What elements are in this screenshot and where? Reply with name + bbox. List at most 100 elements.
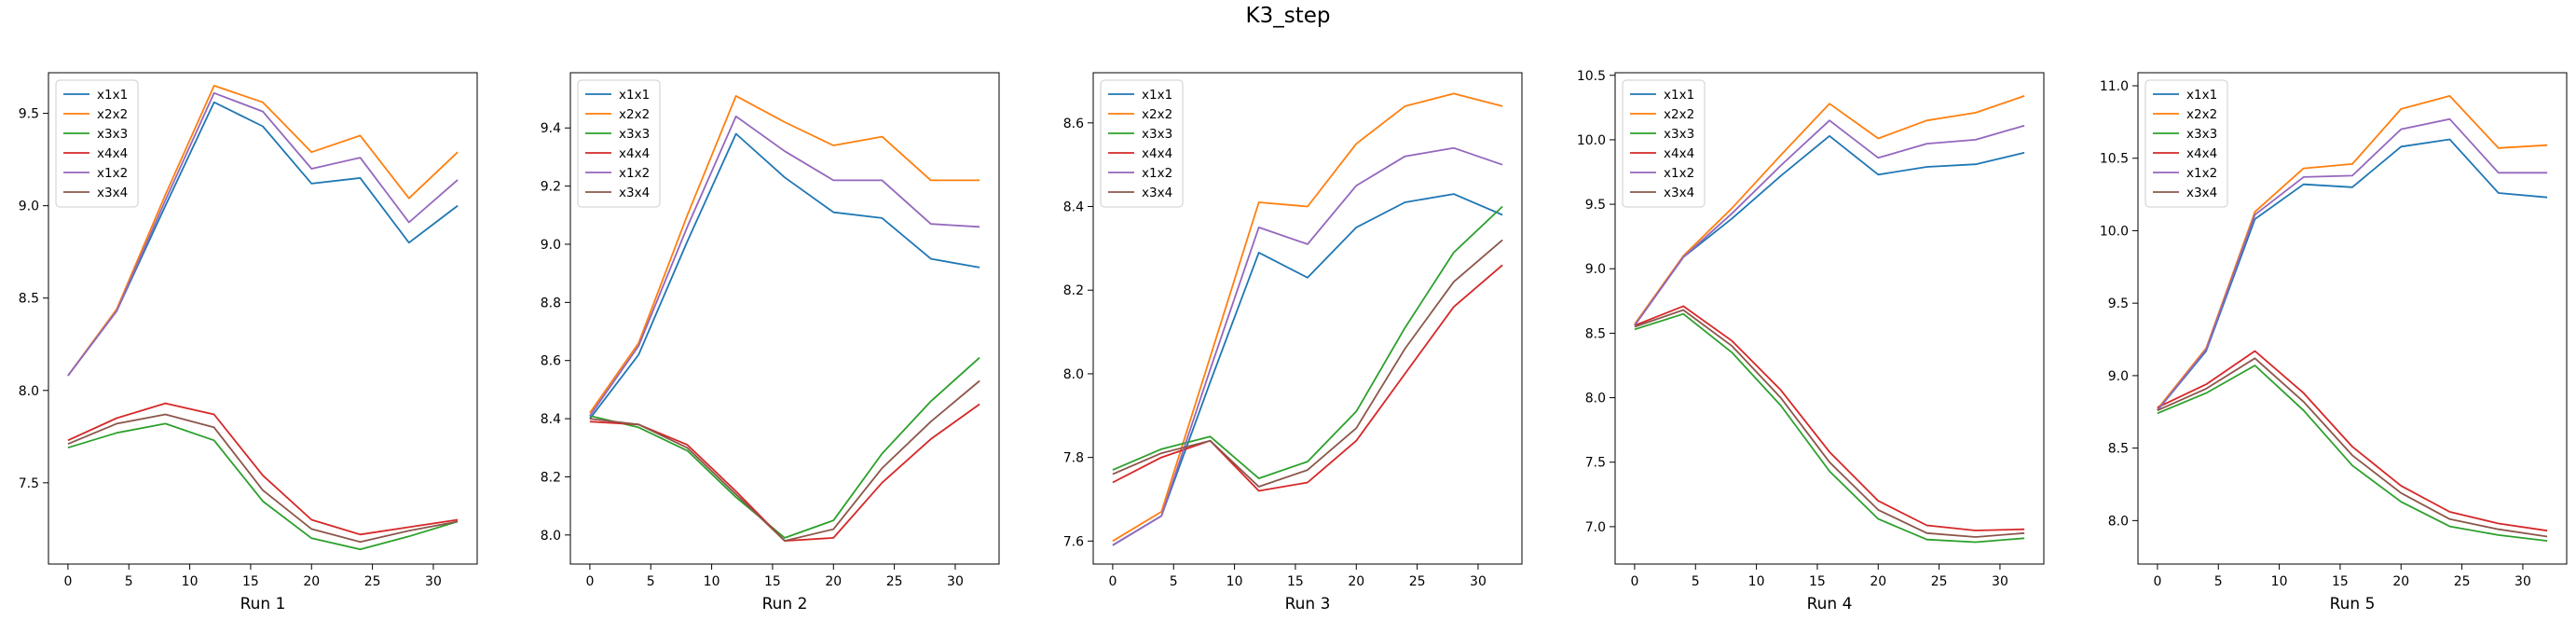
legend-label-x3x3: x3x3 bbox=[619, 127, 650, 142]
figure-title: K3_step bbox=[1245, 4, 1331, 28]
series-line-x4x4 bbox=[2157, 350, 2548, 532]
x-tick-label: 10 bbox=[2271, 574, 2288, 589]
x-tick-label: 0 bbox=[2153, 574, 2161, 589]
x-tick-label: 5 bbox=[2214, 574, 2223, 589]
y-tick-label: 8.0 bbox=[1585, 392, 1606, 406]
legend-label-x2x2: x2x2 bbox=[1664, 107, 1694, 122]
legend-label-x2x2: x2x2 bbox=[619, 107, 650, 122]
legend-label-x1x1: x1x1 bbox=[619, 88, 650, 103]
y-tick-label: 9.4 bbox=[541, 121, 561, 136]
x-tick-label: 25 bbox=[364, 574, 381, 589]
y-tick-label: 8.0 bbox=[19, 384, 39, 399]
legend-label-x2x2: x2x2 bbox=[1142, 107, 1172, 122]
series-line-x1x2 bbox=[1112, 146, 1503, 546]
x-axis-label: Run 1 bbox=[240, 595, 286, 613]
x-tick-label: 25 bbox=[886, 574, 903, 589]
y-tick-label: 9.0 bbox=[19, 200, 39, 214]
series-line-x3x3 bbox=[1634, 312, 2025, 544]
legend-label-x4x4: x4x4 bbox=[1664, 146, 1694, 161]
x-tick-label: 15 bbox=[242, 574, 259, 589]
x-tick-label: 30 bbox=[1470, 574, 1487, 589]
y-tick-label: 9.2 bbox=[541, 180, 561, 195]
x-tick-label: 0 bbox=[63, 574, 72, 589]
y-tick-label: 7.0 bbox=[1585, 520, 1606, 535]
legend-label-x3x4: x3x4 bbox=[97, 186, 128, 200]
series-line-x1x2 bbox=[589, 115, 980, 417]
y-tick-label: 7.5 bbox=[1585, 456, 1606, 471]
chart-panel-1: 0 5 10 15 20 25 307.58.08.59.09.5x1x1x2x2x3x3x… bbox=[19, 72, 478, 613]
legend: x1x1 x2x2 x3x3 x4x4 x1x2 x3x4 bbox=[577, 79, 661, 208]
y-tick-label: 8.0 bbox=[541, 529, 561, 544]
y-tick-label: 7.8 bbox=[1063, 451, 1084, 466]
legend-label-x3x3: x3x3 bbox=[1664, 127, 1694, 142]
y-tick-label: 10.0 bbox=[1577, 133, 1606, 148]
x-tick-label: 0 bbox=[585, 574, 594, 589]
x-tick-label: 10 bbox=[182, 574, 199, 589]
y-tick-label: 10.5 bbox=[2100, 152, 2129, 167]
x-tick-label: 5 bbox=[647, 574, 655, 589]
x-tick-label: 20 bbox=[2392, 574, 2409, 589]
series-line-x1x2 bbox=[67, 91, 459, 377]
series-line-x1x1 bbox=[1112, 193, 1503, 546]
y-tick-label: 8.0 bbox=[2108, 514, 2129, 529]
y-tick-label: 8.6 bbox=[1063, 117, 1084, 131]
x-axis-label: Run 3 bbox=[1285, 595, 1331, 613]
x-tick-label: 20 bbox=[1870, 574, 1886, 589]
legend-box bbox=[2144, 79, 2228, 208]
x-tick-label: 15 bbox=[2332, 574, 2349, 589]
axes-frame bbox=[569, 72, 1000, 565]
series-line-x3x3 bbox=[589, 356, 980, 539]
y-tick-label: 9.5 bbox=[1585, 198, 1606, 213]
x-tick-label: 20 bbox=[1348, 574, 1364, 589]
legend-label-x1x1: x1x1 bbox=[1664, 88, 1694, 103]
y-tick-label: 8.5 bbox=[1585, 326, 1606, 341]
legend-label-x1x1: x1x1 bbox=[1142, 88, 1172, 103]
chart-panel-3: 0 5 10 15 20 25 30 7.6 7.8 8.0 8.2 8.4 8.6 x1x1 x2x2 x3… bbox=[1063, 72, 1523, 613]
series-line-x1x2 bbox=[2157, 117, 2548, 411]
x-tick-label: 30 bbox=[947, 574, 964, 589]
legend-label-x3x4: x3x4 bbox=[2186, 186, 2217, 200]
legend-label-x1x2: x1x2 bbox=[619, 166, 650, 181]
x-tick-label: 25 bbox=[2454, 574, 2471, 589]
x-tick-label: 15 bbox=[764, 574, 781, 589]
legend: x1x1 x2x2 x3x3 x4x4 x1x2 x3x4 bbox=[55, 79, 139, 208]
y-tick-label: 10.0 bbox=[2100, 224, 2129, 239]
x-axis-label: Run 2 bbox=[762, 595, 808, 613]
legend-label-x1x1: x1x1 bbox=[97, 88, 128, 103]
series-line-x3x3 bbox=[67, 422, 459, 551]
series-line-x3x4 bbox=[2157, 357, 2548, 538]
legend-label-x1x2: x1x2 bbox=[1142, 166, 1172, 181]
x-tick-label: 30 bbox=[2514, 574, 2531, 589]
x-tick-label: 5 bbox=[1170, 574, 1178, 589]
series-line-x4x4 bbox=[67, 402, 459, 536]
y-tick-label: 9.5 bbox=[2108, 296, 2129, 311]
x-axis-label: Run 5 bbox=[2330, 595, 2376, 613]
y-tick-label: 8.5 bbox=[2108, 442, 2129, 457]
y-tick-label: 8.2 bbox=[541, 470, 561, 485]
y-tick-label: 8.2 bbox=[1063, 283, 1084, 298]
series-line-x2x2 bbox=[1634, 95, 2025, 325]
legend-label-x2x2: x2x2 bbox=[97, 107, 128, 122]
series-line-x2x2 bbox=[1112, 92, 1503, 543]
axes-frame bbox=[1092, 72, 1523, 565]
legend-box bbox=[577, 79, 661, 208]
axes-frame bbox=[48, 72, 478, 565]
x-tick-label: 15 bbox=[1809, 574, 1826, 589]
y-tick-label: 9.0 bbox=[541, 238, 561, 253]
legend-label-x4x4: x4x4 bbox=[619, 146, 650, 161]
y-tick-label: 8.5 bbox=[19, 292, 39, 307]
series-line-x3x4 bbox=[1634, 309, 2025, 538]
y-tick-label: 7.5 bbox=[19, 476, 39, 491]
x-tick-label: 10 bbox=[1748, 574, 1765, 589]
y-tick-label: 10.5 bbox=[1577, 69, 1606, 84]
axes-frame bbox=[2137, 72, 2568, 565]
x-tick-label: 0 bbox=[1108, 574, 1117, 589]
x-tick-label: 25 bbox=[1409, 574, 1426, 589]
series-line-x4x4 bbox=[1112, 264, 1503, 492]
series-line-x1x1 bbox=[1634, 134, 2025, 326]
x-tick-label: 20 bbox=[303, 574, 320, 589]
x-tick-label: 30 bbox=[1992, 574, 2008, 589]
legend-label-x3x4: x3x4 bbox=[1142, 186, 1172, 200]
